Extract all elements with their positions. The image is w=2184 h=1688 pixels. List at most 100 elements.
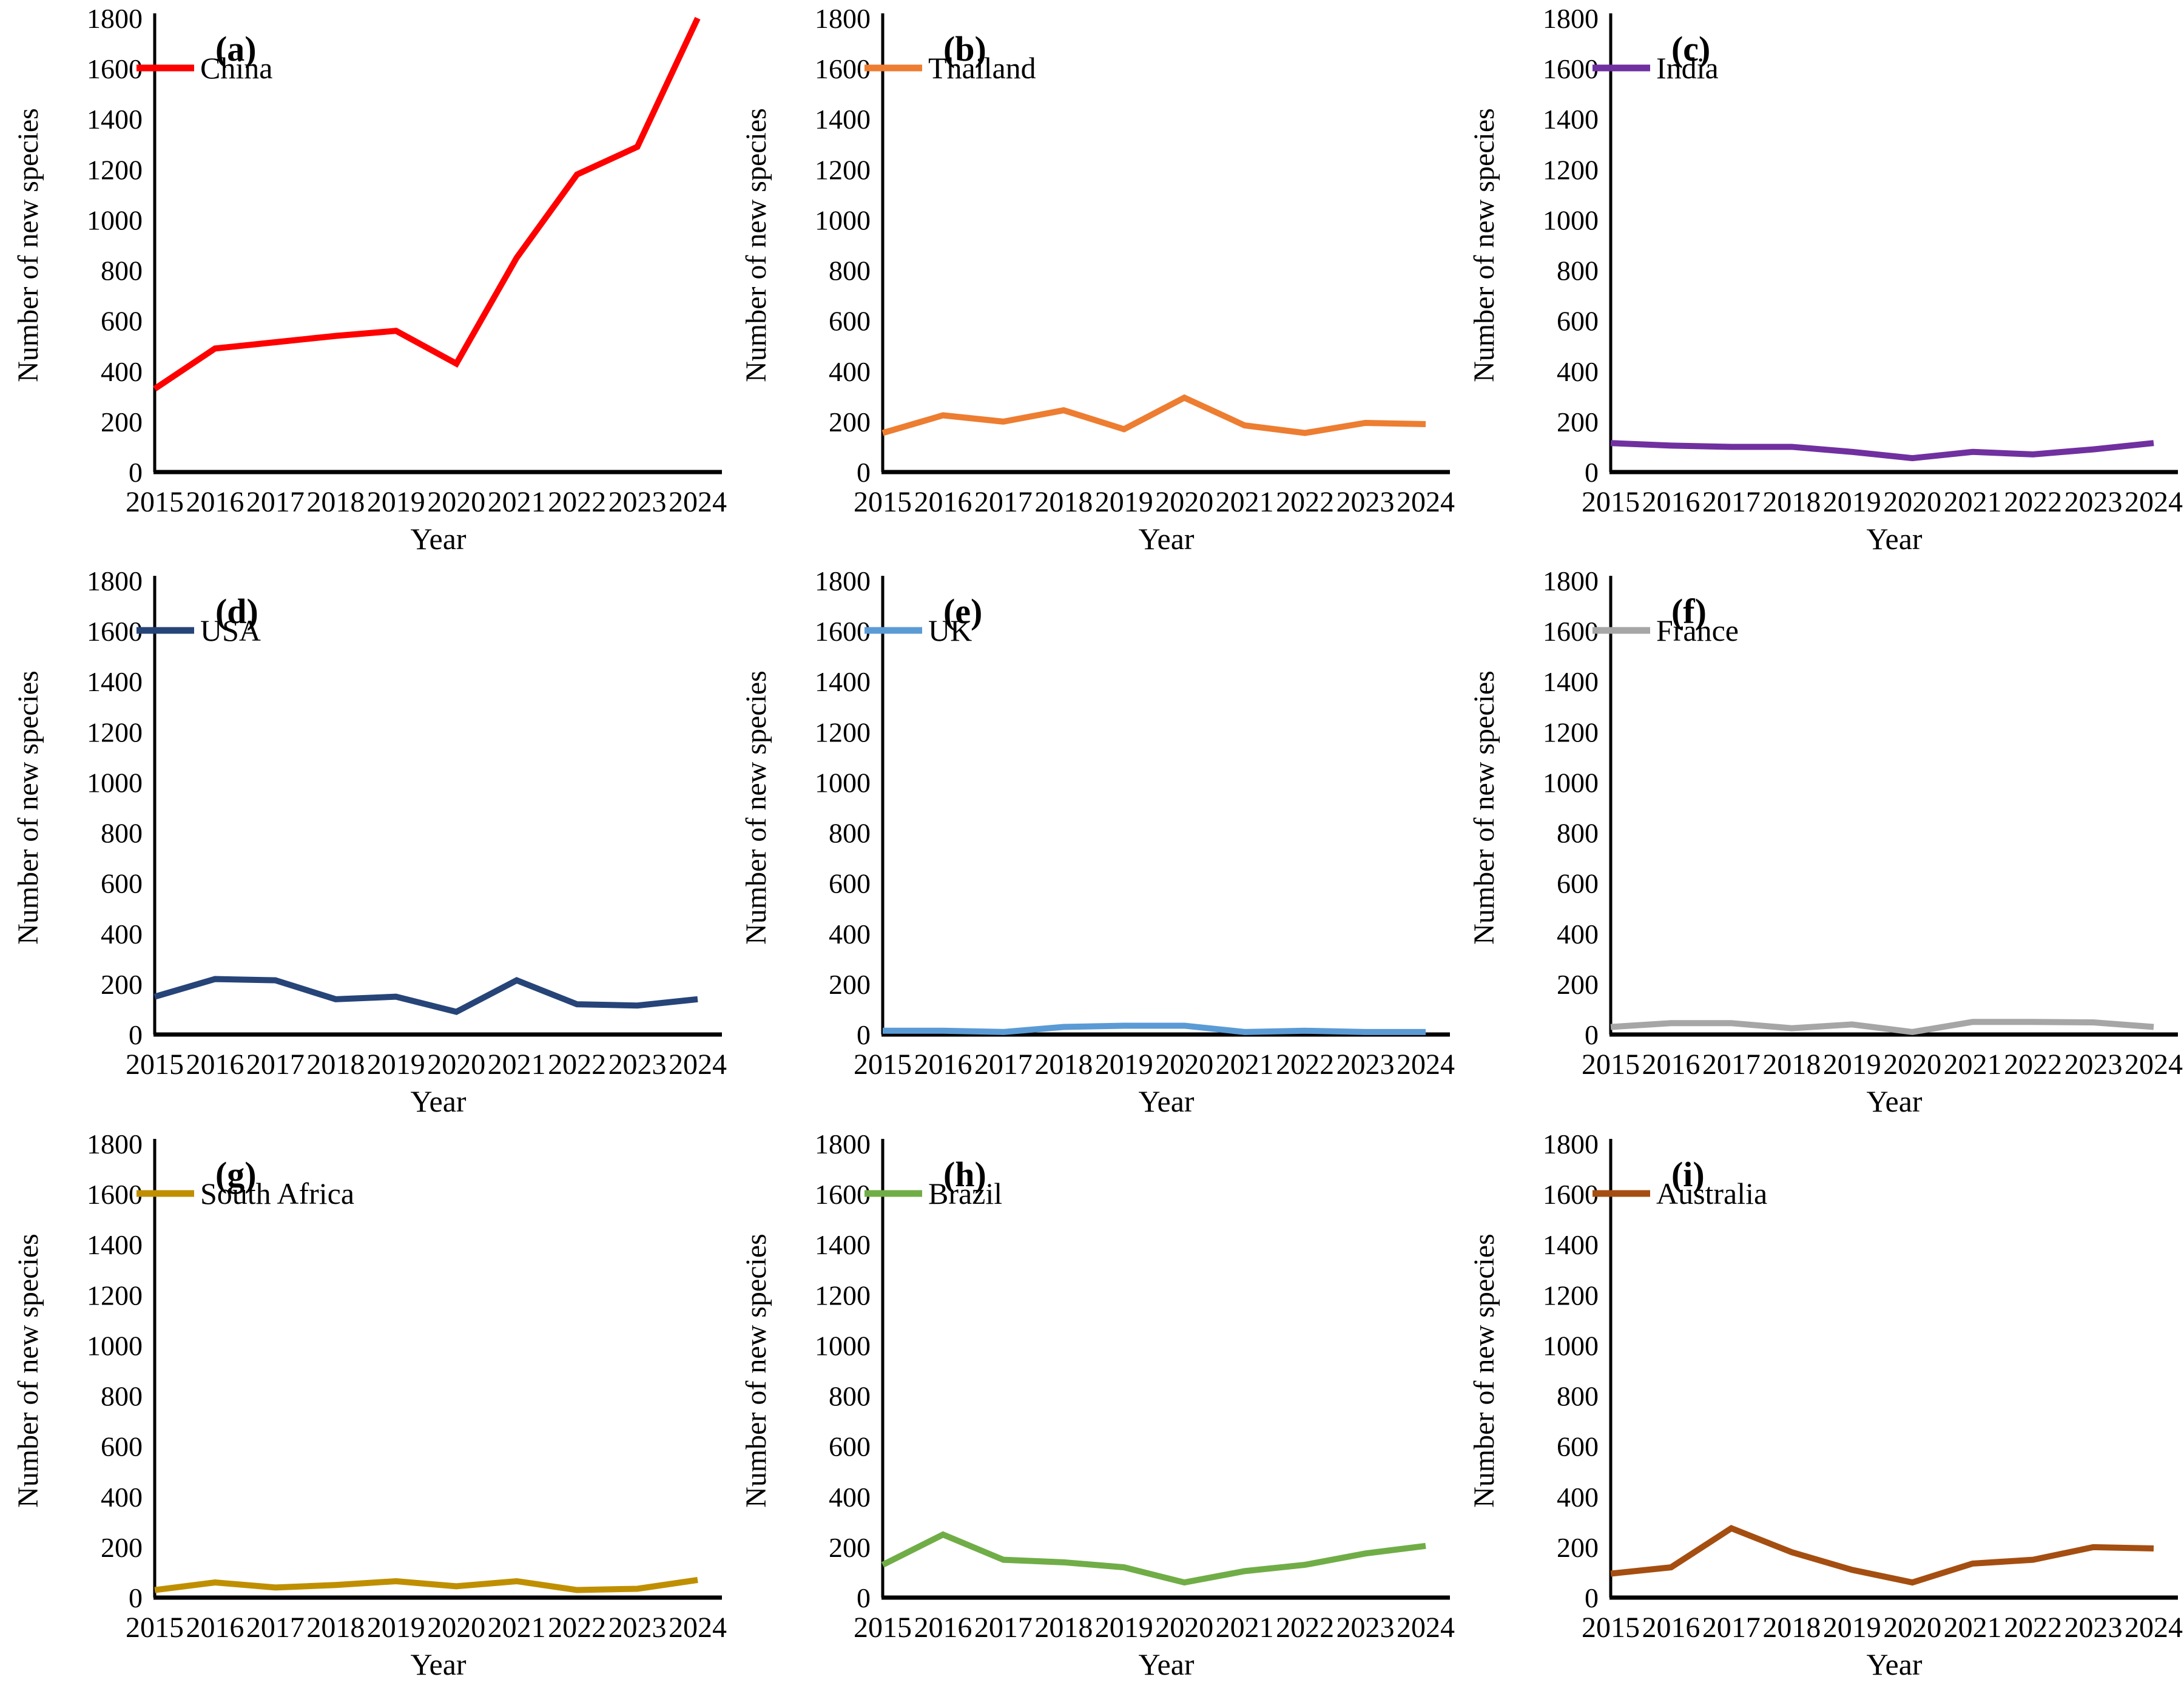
series-line-france (1610, 1019, 2154, 1036)
x-tick-label: 2018 (1762, 1612, 1821, 1644)
x-tick-label: 2021 (1216, 1612, 1274, 1644)
panel-label: (h) (943, 1155, 986, 1194)
x-tick-label: 2021 (1944, 1048, 2002, 1081)
x-axis-title: Year (410, 522, 466, 556)
series-line-south-africa (154, 1576, 698, 1593)
y-tick-label: 600 (101, 868, 143, 899)
y-tick-label: 600 (829, 868, 871, 899)
x-axis-title: Year (1138, 522, 1194, 556)
x-tick-label: 2024 (1397, 486, 1455, 518)
panel-label: (e) (943, 592, 982, 631)
y-tick-label: 800 (1557, 818, 1599, 849)
y-tick-label: 1600 (1543, 1179, 1599, 1210)
y-tick-label: 600 (1557, 1431, 1599, 1462)
y-tick-label: 0 (857, 1019, 871, 1050)
chart-panel-b: 0 200 400 600 800 1000 1200 1400 1600 1800 2015 201… (728, 0, 1456, 562)
y-tick-label: 0 (129, 1582, 143, 1613)
series-line-australia (1610, 1524, 2154, 1585)
y-tick-label: 800 (1557, 255, 1599, 286)
y-tick-label: 400 (829, 919, 871, 950)
panel-label: (f) (1671, 592, 1707, 631)
x-tick-label: 2019 (367, 1048, 425, 1081)
y-tick-label: 1600 (87, 53, 143, 84)
x-axis-title: Year (410, 1647, 466, 1681)
x-tick-label: 2016 (914, 1612, 972, 1644)
y-tick-label: 1200 (87, 1280, 143, 1311)
y-tick-label: 600 (101, 306, 143, 337)
x-tick-label: 2017 (974, 1612, 1033, 1644)
y-tick-label: 1600 (815, 1179, 871, 1210)
y-tick-label: 1400 (1543, 667, 1599, 698)
x-tick-label: 2016 (1642, 486, 1700, 518)
legend-label: Brazil (928, 1177, 1002, 1210)
x-tick-label: 2017 (1702, 1612, 1761, 1644)
y-tick-label: 0 (1585, 1019, 1599, 1050)
x-tick-label: 2019 (1823, 1048, 1881, 1081)
panel-label: (c) (1671, 29, 1710, 69)
x-tick-label: 2019 (1095, 1048, 1153, 1081)
x-tick-label: 2019 (1823, 1612, 1881, 1644)
x-tick-label: 2017 (1702, 1048, 1761, 1081)
panel-label: (i) (1671, 1155, 1705, 1194)
y-tick-label: 400 (1557, 1481, 1599, 1512)
y-tick-label: 400 (101, 919, 143, 950)
x-tick-label: 2021 (488, 1048, 546, 1081)
x-tick-label: 2018 (1034, 486, 1093, 518)
y-tick-label: 1600 (87, 1179, 143, 1210)
x-tick-label: 2021 (1944, 486, 2002, 518)
y-tick-label: 200 (101, 969, 143, 1000)
y-tick-label: 1200 (1543, 154, 1599, 185)
y-tick-label: 1600 (87, 616, 143, 647)
x-tick-label: 2015 (126, 486, 184, 518)
legend-label: UK (928, 613, 972, 647)
x-tick-label: 2016 (914, 486, 972, 518)
x-tick-label: 2017 (246, 486, 305, 518)
x-tick-label: 2020 (1155, 1048, 1213, 1081)
y-axis-title: Number of new species (740, 670, 772, 945)
y-tick-label: 800 (829, 255, 871, 286)
y-tick-label: 1400 (1543, 1229, 1599, 1260)
y-axis-title: Number of new species (12, 108, 44, 382)
y-tick-label: 1800 (87, 3, 143, 34)
y-axis-title: Number of new species (1468, 670, 1500, 945)
x-tick-label: 2019 (1823, 486, 1881, 518)
y-tick-label: 800 (101, 255, 143, 286)
x-tick-label: 2020 (1155, 486, 1213, 518)
y-tick-label: 400 (829, 356, 871, 387)
x-axis-title: Year (1138, 1647, 1194, 1681)
y-tick-label: 1000 (87, 768, 143, 798)
x-tick-label: 2018 (1034, 1048, 1093, 1081)
y-axis-title: Number of new species (1468, 108, 1500, 382)
x-tick-label: 2023 (608, 1612, 667, 1644)
x-tick-label: 2021 (488, 486, 546, 518)
x-tick-label: 2017 (974, 1048, 1033, 1081)
x-tick-label: 2019 (367, 1612, 425, 1644)
y-tick-label: 800 (829, 818, 871, 849)
y-tick-label: 0 (1585, 1582, 1599, 1613)
x-tick-label: 2022 (1276, 1612, 1334, 1644)
y-tick-label: 200 (1557, 1532, 1599, 1563)
y-tick-label: 1800 (815, 1129, 871, 1160)
x-tick-label: 2015 (126, 1048, 184, 1081)
y-tick-label: 0 (129, 1019, 143, 1050)
chart-panel-f: 0 200 400 600 800 1000 1200 1400 1600 1800 2015 201… (1456, 562, 2184, 1125)
y-tick-label: 1800 (815, 565, 871, 596)
y-tick-label: 600 (1557, 306, 1599, 337)
x-tick-label: 2021 (1944, 1612, 2002, 1644)
x-tick-label: 2023 (608, 486, 667, 518)
y-tick-label: 400 (101, 356, 143, 387)
x-tick-label: 2022 (2004, 1612, 2062, 1644)
x-tick-label: 2015 (1582, 1048, 1640, 1081)
y-tick-label: 600 (1557, 868, 1599, 899)
x-tick-label: 2023 (1336, 1048, 1395, 1081)
y-tick-label: 1600 (1543, 616, 1599, 647)
chart-panel-e: 0 200 400 600 800 1000 1200 1400 1600 1800 2015 201… (728, 562, 1456, 1125)
y-tick-label: 400 (1557, 919, 1599, 950)
x-tick-label: 2020 (427, 486, 485, 518)
series-line-brazil (881, 1531, 1426, 1585)
y-tick-label: 1400 (1543, 104, 1599, 135)
chart-panel-c: 0 200 400 600 800 1000 1200 1400 1600 1800 2015 201… (1456, 0, 2184, 562)
panel-label: (a) (215, 29, 257, 69)
